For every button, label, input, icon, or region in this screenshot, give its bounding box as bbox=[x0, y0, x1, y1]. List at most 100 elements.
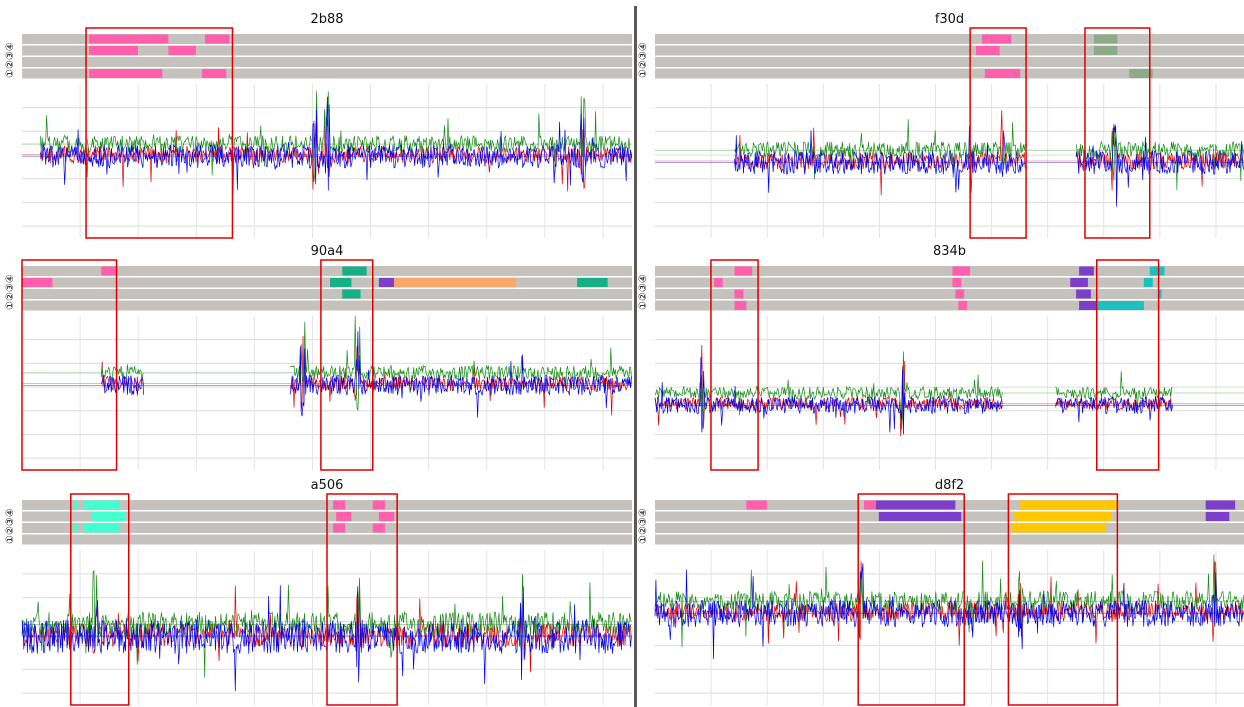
annotation-segment bbox=[330, 278, 352, 287]
annotation-segment bbox=[1014, 512, 1112, 521]
highlight-box bbox=[21, 259, 118, 471]
series-green bbox=[100, 315, 632, 411]
annotation-segment bbox=[713, 278, 723, 287]
annotation-segment bbox=[22, 278, 53, 287]
track-number-labels: ①②③④ bbox=[5, 508, 16, 544]
panel-title: f30d bbox=[935, 12, 964, 27]
highlight-box bbox=[969, 27, 1027, 239]
annotation-segment bbox=[734, 301, 747, 310]
highlight-box bbox=[85, 27, 234, 239]
annotation-segment bbox=[864, 500, 876, 510]
annotation-segment bbox=[1079, 301, 1097, 310]
annotation-segment bbox=[1158, 289, 1162, 299]
panel-834b: 834b ①②③④ bbox=[638, 244, 1244, 471]
series-blue bbox=[100, 331, 632, 418]
highlight-box bbox=[710, 259, 759, 471]
series-red bbox=[654, 561, 1244, 646]
annotation-segment bbox=[734, 289, 744, 299]
panel-2b88: 2b88 ①②③④ bbox=[5, 12, 632, 239]
annotation-track bbox=[655, 534, 1244, 545]
annotation-segment bbox=[976, 46, 1000, 55]
annotation-track bbox=[655, 45, 1244, 56]
annotation-segment bbox=[734, 266, 753, 276]
panel-f30d: f30d ①②③④ bbox=[638, 12, 1244, 239]
annotation-track bbox=[22, 266, 632, 276]
annotation-segment bbox=[955, 289, 965, 299]
annotation-segment bbox=[372, 500, 385, 510]
annotation-track bbox=[22, 277, 632, 288]
track-number-labels: ①②③④ bbox=[638, 274, 649, 310]
annotation-track bbox=[22, 289, 632, 299]
annotation-segment bbox=[73, 523, 77, 533]
annotation-segment bbox=[1079, 266, 1094, 276]
annotation-segment bbox=[875, 500, 956, 510]
annotation-segment bbox=[83, 523, 120, 533]
series-blue bbox=[734, 124, 1244, 207]
highlight-box bbox=[1084, 27, 1151, 239]
annotation-track bbox=[22, 45, 632, 56]
annotation-segment bbox=[1129, 69, 1153, 78]
annotation-segment bbox=[378, 512, 395, 521]
annotation-track bbox=[22, 300, 632, 311]
highlight-box bbox=[1096, 259, 1160, 471]
series-green bbox=[654, 351, 1173, 430]
annotation-segment bbox=[958, 301, 968, 310]
annotation-segment bbox=[73, 500, 77, 510]
highlight-box bbox=[857, 493, 965, 706]
annotation-track bbox=[655, 523, 1244, 533]
annotation-segment bbox=[1076, 289, 1091, 299]
annotation-track bbox=[22, 68, 632, 79]
annotation-track bbox=[655, 300, 1244, 311]
panel-title: 2b88 bbox=[310, 12, 343, 27]
panel-title: 834b bbox=[933, 244, 966, 259]
annotation-segment bbox=[394, 278, 517, 287]
annotation-segment bbox=[92, 512, 126, 521]
annotation-segment bbox=[89, 69, 163, 78]
highlight-box bbox=[70, 493, 130, 706]
annotation-segment bbox=[577, 278, 608, 287]
annotation-segment bbox=[1020, 500, 1118, 510]
annotation-segment bbox=[333, 500, 346, 510]
annotation-segment bbox=[101, 266, 117, 276]
annotation-track bbox=[655, 266, 1244, 276]
highlight-box bbox=[326, 493, 398, 706]
annotation-segment bbox=[201, 69, 227, 78]
annotation-track bbox=[655, 289, 1244, 299]
track-number-labels: ①②③④ bbox=[638, 508, 649, 544]
panel-90a4: 90a4 ①②③④ bbox=[5, 244, 632, 471]
annotation-track bbox=[655, 57, 1244, 67]
annotation-segment bbox=[1096, 301, 1144, 310]
panel-d8f2: d8f2 ①②③④ bbox=[638, 478, 1244, 706]
annotation-segment bbox=[378, 278, 395, 287]
annotation-segment bbox=[984, 69, 1021, 78]
panel-title: a506 bbox=[311, 478, 344, 493]
annotation-segment bbox=[168, 46, 196, 55]
annotation-track bbox=[22, 34, 632, 44]
annotation-segment bbox=[1149, 266, 1165, 276]
panel-title: d8f2 bbox=[935, 478, 964, 493]
annotation-segment bbox=[952, 266, 971, 276]
annotation-segment bbox=[746, 500, 767, 510]
panel-title: 90a4 bbox=[311, 244, 344, 259]
highlight-box bbox=[1007, 493, 1119, 706]
annotation-segment bbox=[952, 278, 962, 287]
annotation-segment bbox=[1011, 523, 1106, 533]
annotation-segment bbox=[981, 34, 1012, 44]
annotation-segment bbox=[205, 34, 230, 44]
highlight-box bbox=[320, 259, 374, 471]
annotation-segment bbox=[1205, 512, 1230, 521]
track-number-labels: ①②③④ bbox=[638, 42, 649, 78]
annotation-segment bbox=[878, 512, 962, 521]
series-red bbox=[734, 110, 1244, 203]
annotation-segment bbox=[89, 46, 138, 55]
annotation-segment bbox=[342, 289, 361, 299]
annotation-track bbox=[655, 68, 1244, 79]
series-blue bbox=[654, 563, 1244, 660]
series-blue bbox=[654, 356, 1173, 435]
series-green bbox=[39, 91, 632, 182]
annotation-segment bbox=[1205, 500, 1236, 510]
annotation-segment bbox=[1093, 46, 1118, 55]
annotation-segment bbox=[333, 523, 346, 533]
annotation-segment bbox=[1143, 278, 1153, 287]
track-number-labels: ①②③④ bbox=[5, 42, 16, 78]
